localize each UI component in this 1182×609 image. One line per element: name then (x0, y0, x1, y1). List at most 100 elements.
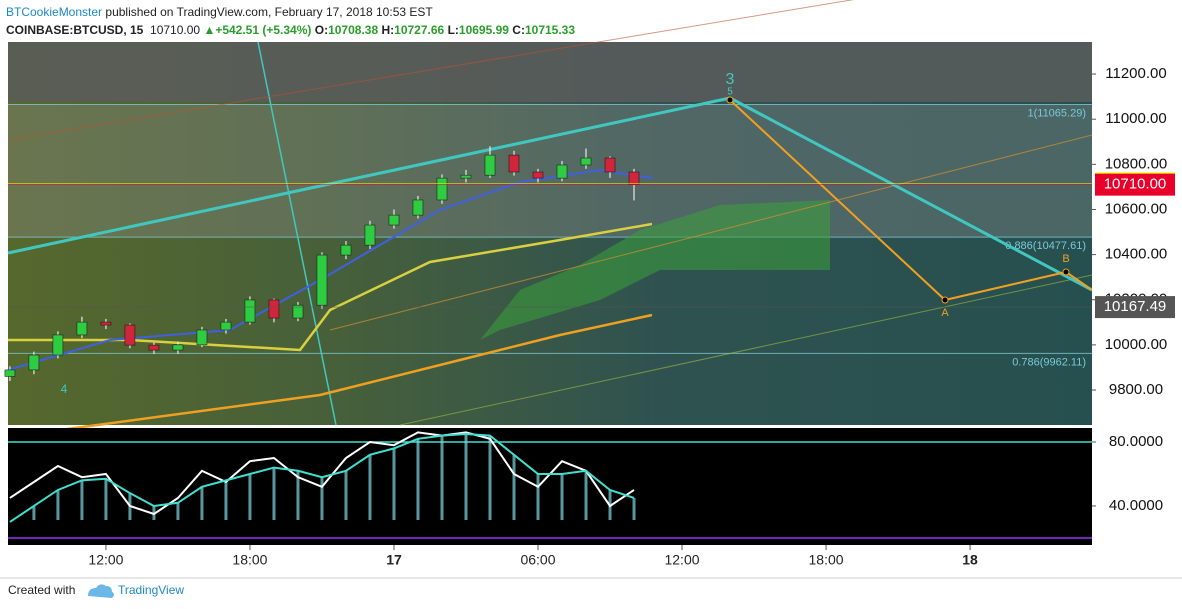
wave-label: 5 (727, 87, 733, 98)
histogram-bar (296, 470, 300, 520)
header-line-2: COINBASE:BTCUSD, 15 10710.00 ▲+542.51 (+… (6, 21, 575, 39)
change: ▲+542.51 (+5.34%) (203, 23, 312, 37)
top-shade (8, 42, 1092, 102)
x-tick-label: 12:00 (664, 552, 699, 568)
published: published on TradingView.com, February 1… (105, 5, 433, 19)
candle-body (220, 321, 232, 331)
footer-text: Created with (8, 583, 75, 597)
candle-body (244, 299, 256, 323)
cloud (480, 200, 830, 340)
candle-body (364, 224, 376, 246)
y-tick-label: 11000.00 (1105, 110, 1166, 127)
histogram-bar (368, 454, 372, 520)
histogram-bar (176, 502, 180, 520)
channel-line (7, 0, 855, 141)
ohlc-label: C: (512, 23, 525, 37)
candle-body (52, 334, 64, 356)
histogram-bar (200, 486, 204, 520)
histogram-bar (536, 473, 540, 520)
price-pane (8, 42, 1092, 425)
x-tick-label: 12:00 (88, 552, 123, 568)
ohlc-value: 10695.99 (458, 23, 509, 37)
candle-body (172, 344, 184, 351)
y-tick-label: 40.0000 (1109, 497, 1163, 514)
ohlc-o: O:10708.38 (315, 23, 378, 37)
histogram-bar (224, 480, 228, 520)
histogram-bar (320, 477, 324, 520)
histogram-bar (272, 467, 276, 520)
candle-body (436, 177, 448, 201)
histogram-bar (32, 505, 36, 520)
ohlc-label: L: (447, 23, 459, 37)
histogram-bar (104, 478, 108, 520)
pivot (941, 296, 949, 304)
wave-label: 4 (61, 382, 68, 396)
histogram-bar (464, 433, 468, 520)
ohlc-label: O: (314, 23, 329, 37)
y-tick-label: 11200.00 (1105, 65, 1166, 82)
candle-body (580, 157, 592, 166)
channel-line (399, 274, 1093, 426)
ohlc-value: 10727.66 (394, 23, 445, 37)
projection-line (729, 99, 1093, 302)
candle-body (628, 171, 640, 185)
histogram-bar (80, 480, 84, 520)
price-tag (1095, 296, 1175, 319)
logo (88, 584, 114, 598)
candle-body (76, 321, 88, 336)
histogram-bar (632, 497, 636, 520)
histogram-bar (248, 473, 252, 520)
oscillator-pane (8, 428, 1092, 545)
header: BTCookieMonster published on TradingView… (6, 3, 575, 39)
candle-body (292, 304, 304, 319)
ohlc-label: H: (381, 23, 395, 37)
candle-body (268, 299, 280, 319)
ohlc-value: 10715.33 (524, 23, 576, 37)
candle-body (484, 154, 496, 176)
x-tick-label: 18:00 (809, 552, 844, 568)
price-tag (1095, 173, 1175, 196)
oscillator-line (9, 432, 635, 523)
ohlc-l: L:10695.99 (448, 23, 509, 37)
footer-brand[interactable]: TradingView (118, 583, 184, 597)
fib-label: 1(11065.29) (1027, 107, 1086, 119)
candle-body (28, 354, 40, 371)
price-tag-label: 10710.00 (1104, 176, 1167, 193)
fib-label: 0.786(9962.11) (1012, 356, 1086, 368)
candle-body (316, 254, 328, 306)
header-line-1: BTCookieMonster published on TradingView… (6, 3, 575, 21)
ohlc-c: C:10715.33 (512, 23, 575, 37)
x-tick-label: 18:00 (232, 552, 267, 568)
x-tick-label: 18 (962, 552, 978, 568)
axis-bg (1092, 42, 1182, 545)
histogram-bar (560, 473, 564, 520)
wave-label: B (1062, 253, 1069, 265)
candle-body (460, 174, 472, 179)
y-tick-label: 10000.00 (1105, 336, 1168, 353)
candle-body (148, 344, 160, 351)
histogram-bar (584, 470, 588, 520)
x-tick-label: 17 (386, 552, 402, 568)
candle-body (340, 244, 352, 256)
histogram-bar (440, 435, 444, 520)
candle-body (604, 157, 616, 173)
candle-body (196, 329, 208, 346)
ohlc-h: H:10727.66 (381, 23, 444, 37)
histogram-bar (416, 438, 420, 520)
histogram-bar (512, 454, 516, 520)
candle-body (508, 154, 520, 173)
candle-body (532, 171, 544, 179)
candle-body (388, 214, 400, 226)
author[interactable]: BTCookieMonster (6, 5, 103, 19)
pivot (726, 96, 734, 104)
channel-line (329, 134, 1093, 331)
wave-label: 3 (726, 71, 735, 88)
histogram-bar (488, 435, 492, 520)
price-tag-label: 10167.49 (1104, 298, 1167, 315)
fib-label: 0.886(10477.61) (1005, 240, 1086, 252)
histogram-bar (344, 470, 348, 520)
candle-body (124, 324, 136, 346)
pivot (1062, 268, 1070, 276)
